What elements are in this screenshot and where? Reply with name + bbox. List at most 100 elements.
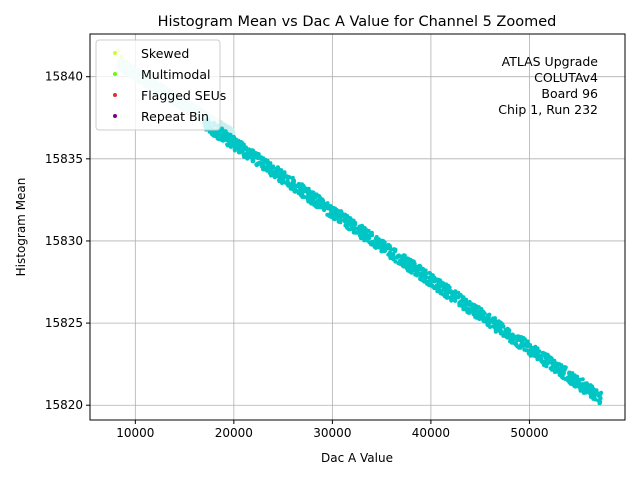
data-point [535,357,540,362]
data-point [573,384,578,389]
data-point [216,137,221,142]
data-point [427,270,432,275]
data-point [408,267,413,272]
legend-label: Multimodal [141,67,210,82]
data-point [226,125,231,130]
data-point [591,392,596,396]
data-point [308,200,313,205]
data-point [397,253,402,258]
data-point [515,344,520,349]
legend-label: Flagged SEUs [141,88,226,103]
data-point [244,145,248,150]
data-point [505,328,510,333]
legend-label: Skewed [141,46,189,61]
data-point [412,261,417,266]
data-point [311,190,316,195]
data-point [467,303,472,307]
data-point [452,298,457,303]
data-point [217,134,222,139]
annotation-line: ATLAS Upgrade [502,54,599,69]
data-point [572,380,577,385]
y-tick-label: 15820 [45,398,83,412]
data-point [531,347,536,352]
data-point [508,339,512,344]
data-point [498,320,503,325]
data-point [557,370,562,375]
data-point [234,137,238,142]
data-point [220,126,224,131]
data-point [476,316,481,321]
data-point [332,206,336,211]
data-point [513,334,518,339]
data-point [223,131,228,136]
data-point [261,165,266,170]
data-point [274,166,278,171]
data-point [524,348,529,353]
data-point [504,334,509,339]
data-point [294,189,299,194]
data-point [338,213,343,218]
data-point [467,299,472,304]
data-point [258,156,263,161]
data-point [549,360,554,365]
data-point [432,278,437,283]
data-point [273,174,278,179]
data-point [407,260,412,265]
data-point [247,151,252,156]
data-point [429,283,434,288]
data-point [250,159,255,164]
x-tick-label: 20000 [215,426,253,440]
data-point [452,294,457,299]
data-point [385,243,390,248]
data-point [398,262,403,266]
data-point [503,330,508,335]
data-point [239,145,244,150]
data-point [594,391,599,396]
chart-title: Histogram Mean vs Dac A Value for Channe… [158,14,557,30]
data-point [286,182,291,187]
data-point [391,252,396,256]
data-point [450,290,455,295]
data-point [271,164,276,169]
data-point [358,236,363,240]
data-point [365,236,370,241]
plot-frame [89,33,626,421]
data-point [448,296,453,300]
data-point [436,286,441,291]
data-point [512,341,517,345]
data-point [337,209,342,214]
data-point [592,388,597,393]
y-axis-ticks: 15820 15825 15830 15835 15840 [45,70,90,412]
data-point [462,307,467,312]
legend: Skewed Multimodal Flagged SEUs Repeat Bin [95,39,226,131]
data-point [376,237,381,242]
data-point [279,179,284,184]
data-point [230,136,234,141]
data-point [254,162,259,167]
data-point [445,284,450,289]
data-point [403,261,408,265]
data-point [250,148,255,153]
data-point [378,245,383,250]
data-point [235,143,239,148]
x-tick-label: 30000 [313,426,351,440]
data-point [267,163,272,168]
legend-marker [113,114,117,118]
data-point [599,390,604,395]
data-point [360,223,364,228]
data-point [349,220,353,225]
data-point [316,198,320,203]
data-point [251,151,256,156]
data-point [462,301,467,306]
data-point [382,240,387,245]
data-point [444,293,449,298]
data-point [584,384,588,389]
data-point [343,220,348,224]
data-point [255,151,260,156]
data-point [269,170,274,175]
data-point [554,361,559,366]
data-point [296,184,300,189]
data-point [518,345,523,350]
data-point [582,388,587,393]
